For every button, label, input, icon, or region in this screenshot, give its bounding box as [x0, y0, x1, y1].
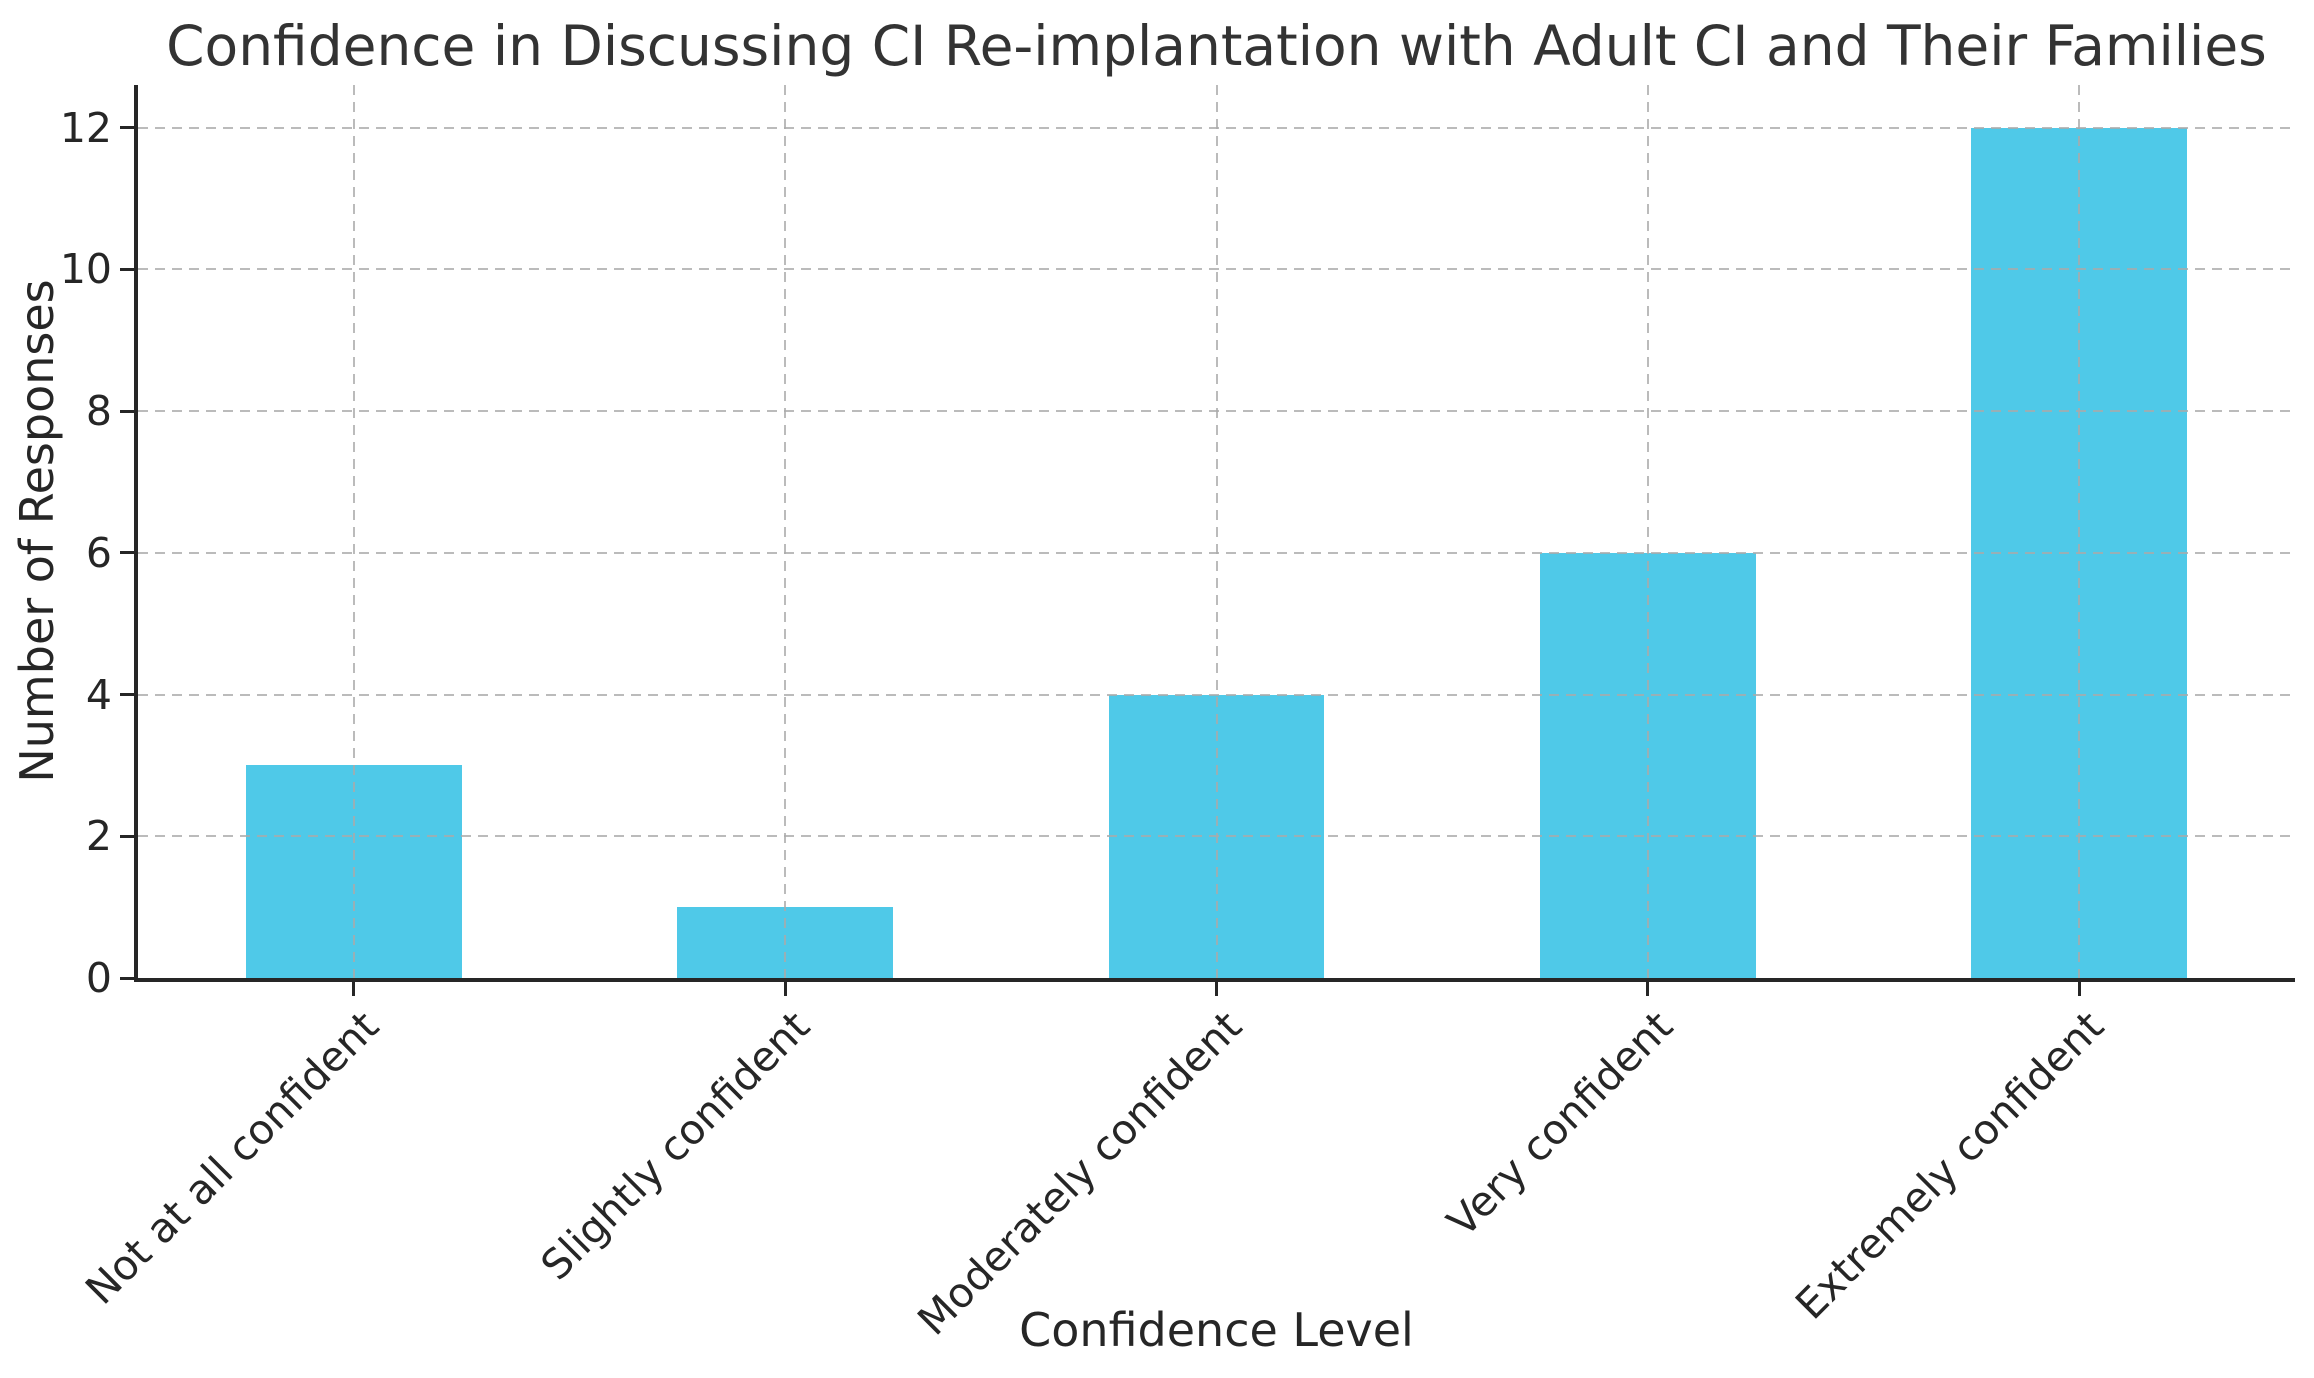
- y-tick: [120, 267, 134, 271]
- y-axis-spine: [134, 85, 138, 982]
- x-tick: [1215, 982, 1218, 996]
- x-tick: [2077, 982, 2081, 996]
- x-tick-label: Very confident: [1437, 1002, 1682, 1246]
- x-tick: [783, 982, 787, 996]
- x-gridline: [1646, 85, 1649, 978]
- y-tick-label: 8: [85, 387, 112, 436]
- y-tick-label: 6: [85, 528, 112, 577]
- y-tick-label: 0: [85, 954, 112, 1002]
- y-tick-label: 4: [85, 670, 112, 719]
- x-gridline: [2078, 85, 2081, 978]
- x-tick-label: Not at all confident: [75, 1002, 388, 1314]
- chart-title: Confidence in Discussing CI Re-implantat…: [166, 14, 2267, 78]
- y-axis-label: Number of Responses: [10, 279, 64, 783]
- y-tick: [120, 409, 134, 413]
- y-tick: [120, 693, 134, 696]
- x-axis-label: Confidence Level: [1019, 1303, 1414, 1357]
- x-tick-label: Extremely confident: [1786, 1002, 2114, 1329]
- x-gridline: [1215, 85, 1218, 978]
- plot-area: 0 2 4 6 8 10 12 Not at all confident Slightly co…: [60, 85, 2295, 1345]
- x-tick-label: Slightly confident: [531, 1002, 820, 1290]
- x-tick-label: Moderately confident: [907, 1002, 1251, 1345]
- y-tick-label: 10: [59, 245, 112, 294]
- x-gridline: [784, 85, 787, 978]
- y-tick: [120, 834, 134, 838]
- x-axis-spine: [134, 978, 2295, 982]
- y-tick: [120, 551, 134, 555]
- x-tick: [352, 982, 356, 996]
- y-tick-label: 12: [59, 103, 112, 152]
- y-tick: [120, 126, 134, 130]
- y-tick-label: 2: [85, 812, 112, 861]
- y-tick: [120, 976, 134, 980]
- x-tick: [1646, 982, 1650, 996]
- x-gridline: [352, 85, 355, 978]
